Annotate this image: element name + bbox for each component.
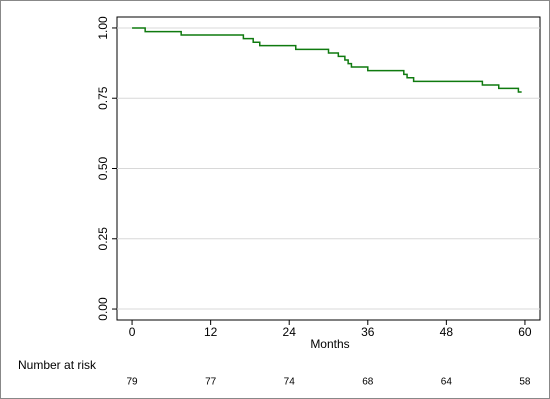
x-tick-label: 48 xyxy=(440,325,454,339)
x-tick-label: 24 xyxy=(283,325,297,339)
risk-count: 74 xyxy=(284,377,296,388)
risk-count: 79 xyxy=(126,377,138,388)
y-tick-label: 1.00 xyxy=(96,16,110,40)
risk-count: 68 xyxy=(362,377,374,388)
y-tick-label: 0.75 xyxy=(96,86,110,110)
y-tick-label: 0.50 xyxy=(96,156,110,180)
risk-count: 77 xyxy=(205,377,217,388)
x-axis-label: Months xyxy=(310,337,349,351)
y-tick-label: 0.25 xyxy=(96,227,110,251)
y-tick-label: 0.00 xyxy=(96,297,110,321)
x-tick-label: 36 xyxy=(361,325,375,339)
x-tick-label: 0 xyxy=(129,325,136,339)
x-tick-label: 60 xyxy=(518,325,532,339)
risk-count: 64 xyxy=(441,377,453,388)
x-tick-label: 12 xyxy=(204,325,218,339)
survival-curve xyxy=(132,27,522,93)
risk-table-label: Number at risk xyxy=(18,358,97,372)
risk-count: 58 xyxy=(519,377,531,388)
